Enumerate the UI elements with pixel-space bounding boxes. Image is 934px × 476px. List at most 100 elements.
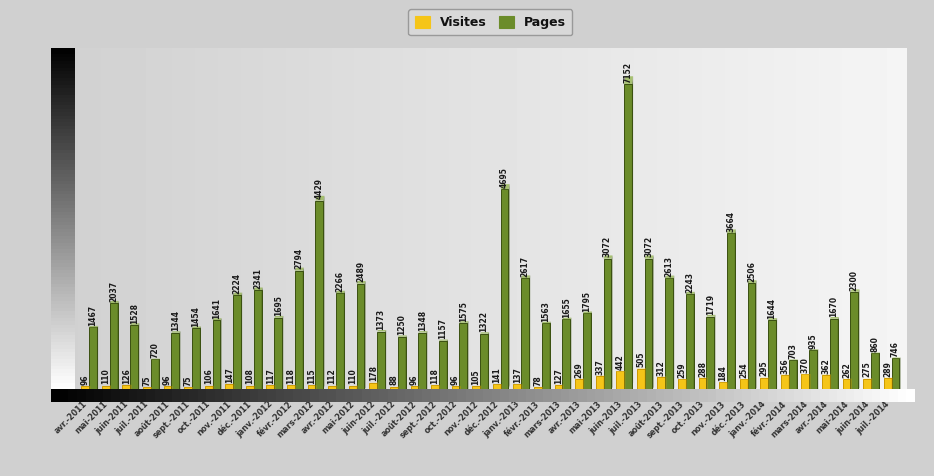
Bar — [493, 384, 501, 390]
Polygon shape — [892, 377, 893, 390]
Text: 1641: 1641 — [212, 298, 221, 319]
Polygon shape — [275, 316, 283, 317]
Text: 703: 703 — [788, 343, 797, 359]
Bar — [871, 354, 879, 390]
Text: 147: 147 — [225, 367, 234, 383]
Polygon shape — [899, 357, 900, 390]
Polygon shape — [405, 336, 406, 390]
Text: 1348: 1348 — [417, 310, 427, 331]
Bar — [542, 323, 549, 390]
Bar — [439, 341, 446, 390]
Polygon shape — [213, 318, 221, 320]
Text: 288: 288 — [698, 361, 707, 377]
Bar — [213, 320, 220, 390]
Text: 1344: 1344 — [171, 310, 180, 331]
Text: 1795: 1795 — [583, 291, 591, 312]
Text: 935: 935 — [809, 333, 817, 349]
Polygon shape — [829, 317, 839, 319]
Bar — [480, 334, 488, 390]
Text: 4429: 4429 — [315, 178, 324, 199]
Bar — [842, 379, 851, 390]
Polygon shape — [418, 331, 428, 333]
Polygon shape — [562, 385, 563, 390]
Bar — [727, 233, 735, 390]
Text: 178: 178 — [369, 366, 377, 381]
Polygon shape — [653, 256, 654, 390]
Polygon shape — [644, 256, 654, 259]
Polygon shape — [446, 339, 448, 390]
Bar — [665, 278, 673, 390]
Polygon shape — [879, 353, 880, 390]
Text: 1563: 1563 — [541, 301, 550, 322]
Polygon shape — [644, 368, 645, 390]
Polygon shape — [109, 386, 111, 390]
Bar — [809, 350, 817, 390]
Polygon shape — [797, 359, 798, 390]
Text: 2224: 2224 — [233, 273, 242, 294]
Text: 112: 112 — [328, 368, 336, 384]
Bar — [151, 359, 159, 390]
Text: 110: 110 — [348, 368, 357, 384]
Polygon shape — [776, 318, 777, 390]
Bar — [418, 333, 426, 390]
Polygon shape — [521, 276, 531, 278]
Polygon shape — [377, 383, 378, 390]
Polygon shape — [172, 331, 180, 333]
Text: 1644: 1644 — [768, 298, 776, 318]
Polygon shape — [838, 317, 839, 390]
Polygon shape — [706, 377, 708, 390]
Bar — [534, 387, 542, 390]
Bar — [389, 387, 398, 390]
Polygon shape — [637, 368, 645, 369]
Bar — [234, 295, 241, 390]
Polygon shape — [303, 268, 304, 390]
Bar — [501, 189, 508, 390]
Bar — [760, 377, 768, 390]
Text: 720: 720 — [150, 342, 160, 358]
Text: 137: 137 — [513, 367, 522, 383]
Polygon shape — [398, 336, 406, 337]
Text: 254: 254 — [739, 363, 748, 378]
Polygon shape — [336, 291, 345, 293]
Text: 1719: 1719 — [706, 294, 715, 316]
Bar — [432, 385, 439, 390]
Text: 289: 289 — [884, 361, 892, 377]
Polygon shape — [686, 292, 695, 294]
Bar — [266, 385, 275, 390]
Text: 141: 141 — [492, 367, 502, 383]
Text: 2300: 2300 — [850, 269, 859, 290]
Polygon shape — [501, 384, 502, 390]
Text: 105: 105 — [472, 369, 481, 385]
Polygon shape — [591, 311, 592, 390]
Text: 1454: 1454 — [191, 306, 201, 327]
Polygon shape — [612, 256, 613, 390]
Text: 3072: 3072 — [644, 236, 653, 258]
Bar — [829, 319, 838, 390]
Polygon shape — [385, 330, 386, 390]
Polygon shape — [377, 330, 386, 331]
Bar — [295, 271, 303, 390]
Polygon shape — [89, 326, 98, 327]
Text: 269: 269 — [574, 362, 584, 377]
Text: 96: 96 — [80, 375, 90, 385]
Polygon shape — [665, 276, 674, 278]
Polygon shape — [220, 318, 221, 390]
Bar — [596, 376, 603, 390]
Polygon shape — [200, 327, 201, 390]
Polygon shape — [686, 379, 687, 390]
Text: 106: 106 — [205, 369, 213, 385]
Bar — [719, 382, 727, 390]
Polygon shape — [549, 322, 551, 390]
Bar — [102, 386, 109, 390]
Text: 362: 362 — [821, 358, 830, 374]
Polygon shape — [316, 385, 317, 390]
Polygon shape — [871, 378, 872, 390]
Text: 1373: 1373 — [376, 309, 386, 330]
Polygon shape — [89, 386, 91, 390]
Bar — [109, 303, 118, 390]
Polygon shape — [488, 332, 489, 390]
Polygon shape — [130, 385, 132, 390]
Polygon shape — [735, 229, 736, 390]
Polygon shape — [418, 386, 419, 390]
Text: 3664: 3664 — [727, 211, 735, 232]
